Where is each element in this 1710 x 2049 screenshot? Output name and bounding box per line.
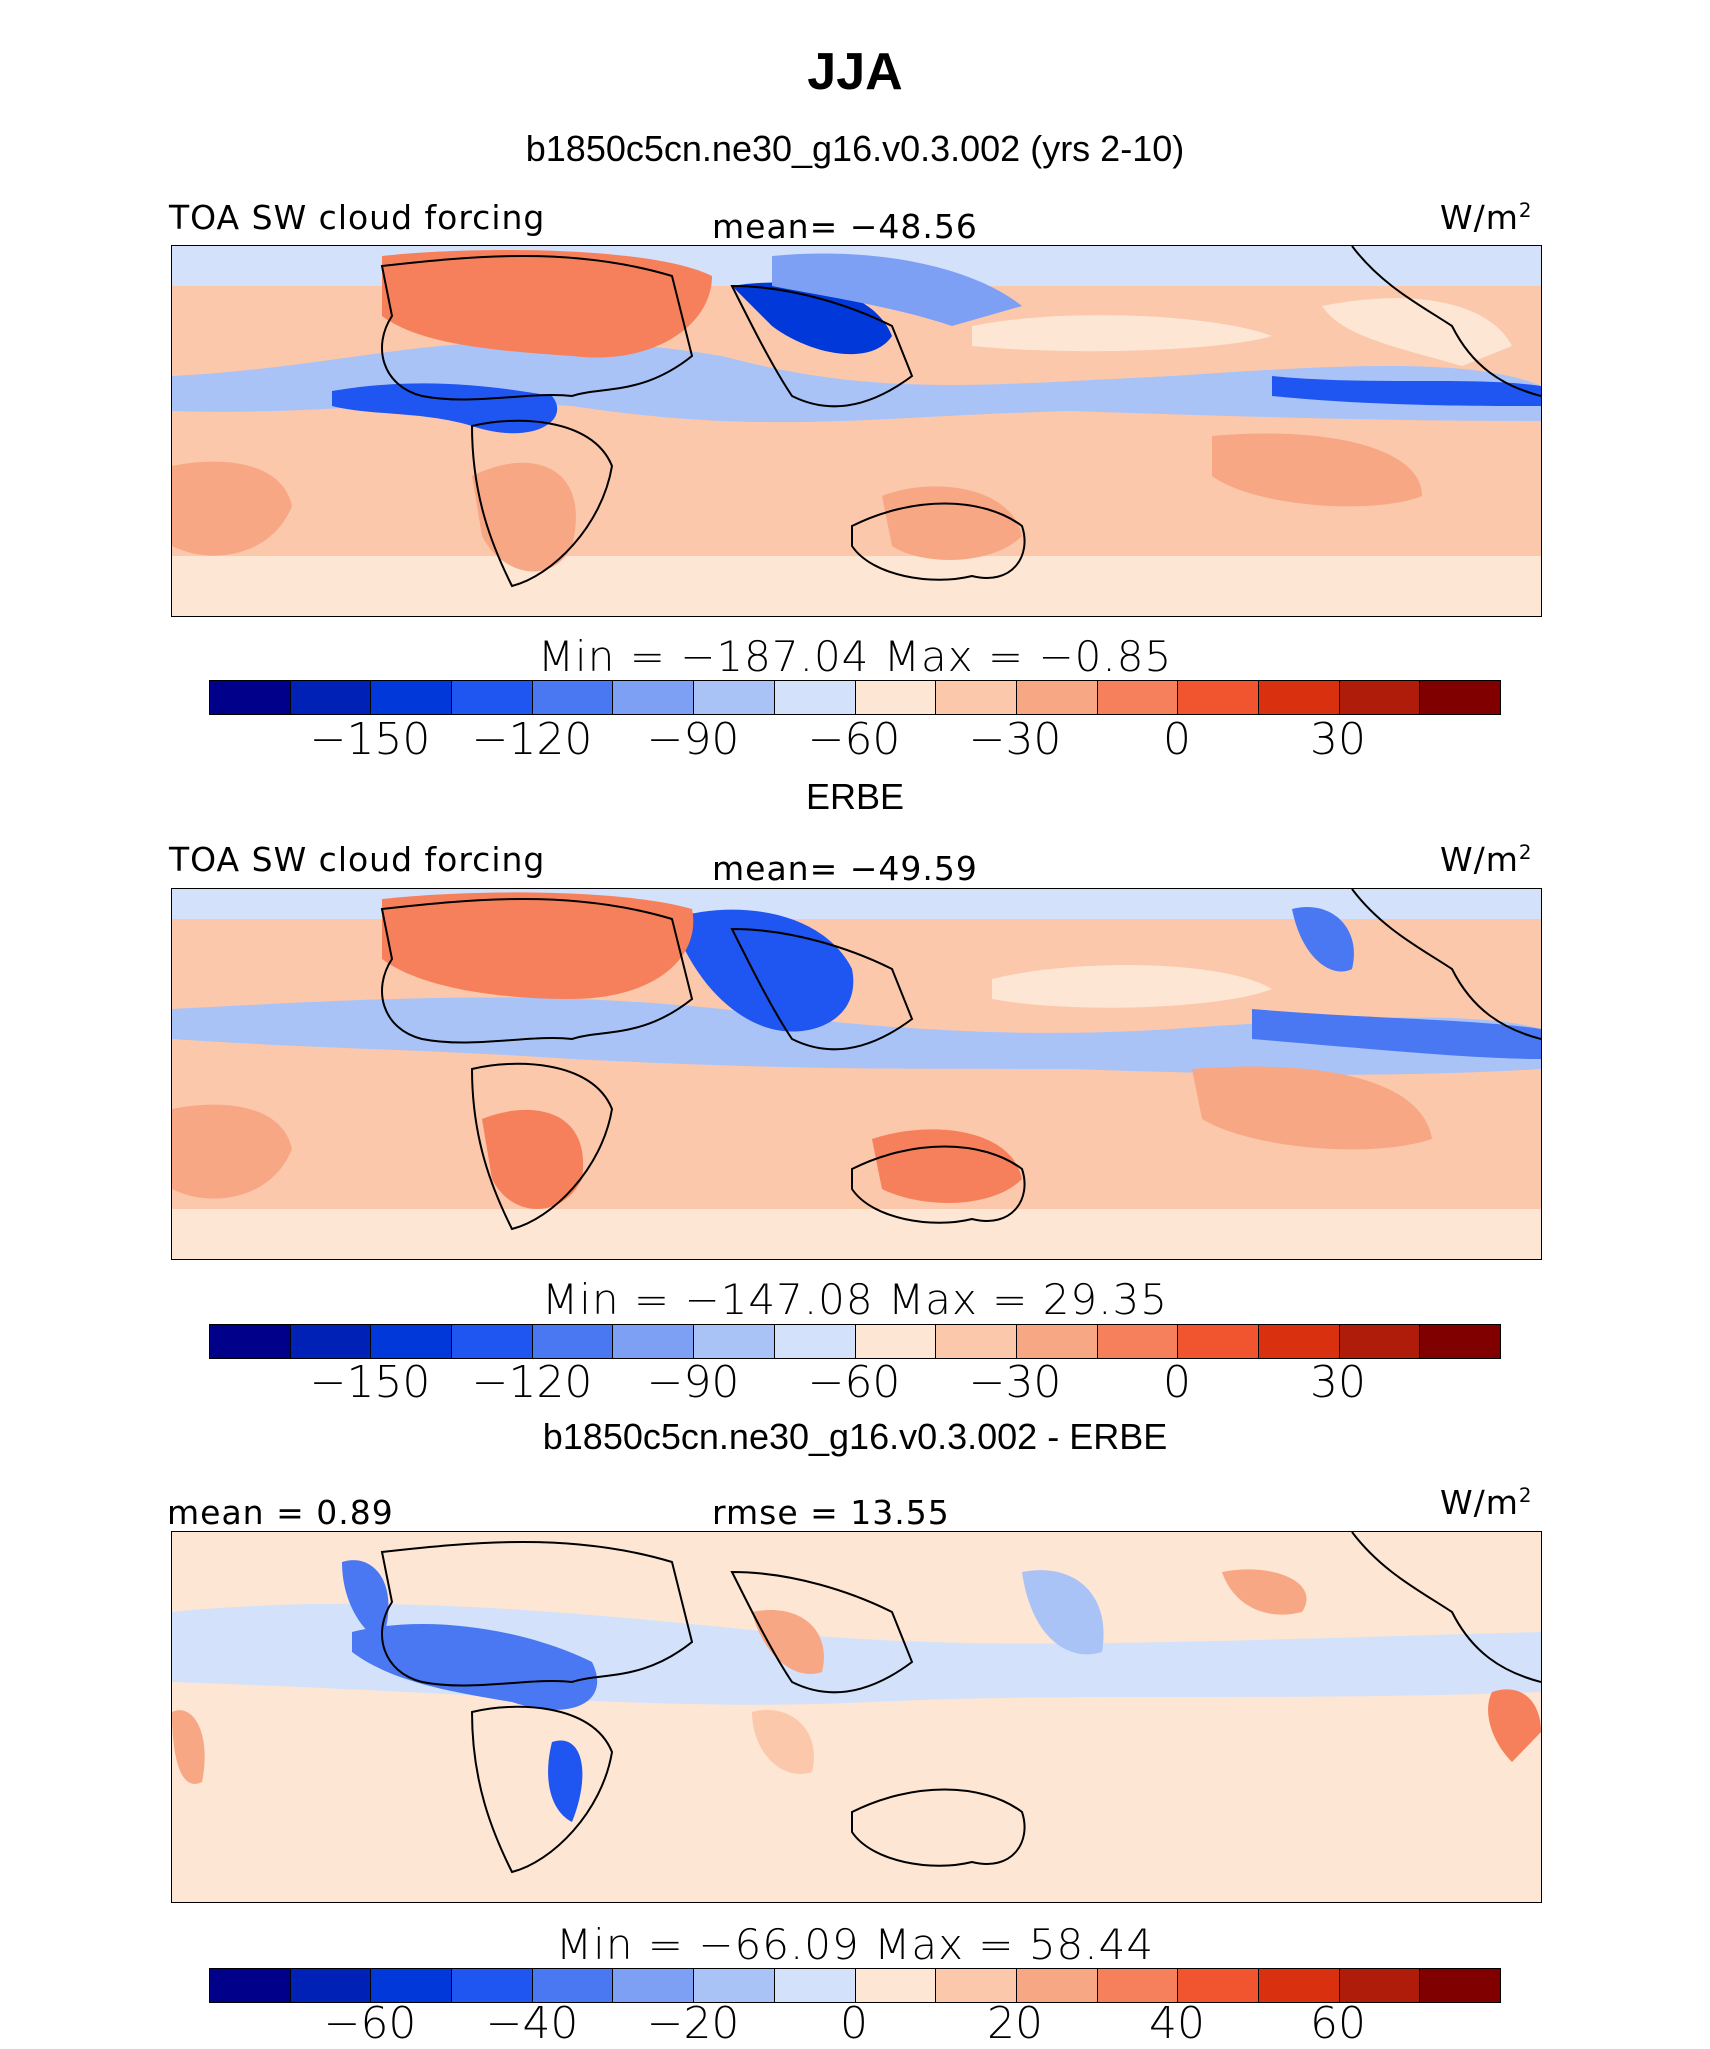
colorbar-swatch [855, 1325, 937, 1358]
colorbar-swatch [936, 1325, 1017, 1358]
colorbar-swatch [774, 681, 856, 714]
colorbar-swatch [371, 1325, 453, 1358]
colorbar-swatch [855, 681, 937, 714]
panel-3-min-max: Min = −66.09 Max = 58.44 [555, 1920, 1155, 1969]
panel-3-rmse-label: rmse = 13.55 [712, 1493, 950, 1532]
panel-1-tick: −150 [309, 714, 431, 765]
colorbar-swatch [1339, 681, 1421, 714]
colorbar-swatch [1420, 1325, 1500, 1358]
panel-1-tick: −120 [471, 714, 593, 765]
colorbar-swatch [936, 681, 1017, 714]
colorbar-swatch [936, 1969, 1017, 2002]
colorbar-swatch [290, 681, 372, 714]
panel-1-tick: 0 [1163, 714, 1191, 765]
panel-2-tick: 30 [1310, 1357, 1366, 1408]
colorbar-swatch [613, 1325, 695, 1358]
colorbar-swatch [1339, 1969, 1421, 2002]
panel-3-map [171, 1531, 1542, 1903]
panel-1-tick: 30 [1310, 714, 1366, 765]
colorbar-swatch [532, 1969, 614, 2002]
colorbar-swatch [452, 1969, 533, 2002]
panel-2-variable-label: TOA SW cloud forcing [169, 840, 546, 879]
panel-2-colorbar [209, 1324, 1501, 1359]
colorbar-swatch [1420, 1969, 1500, 2002]
panel-3-colorbar [209, 1968, 1501, 2003]
colorbar-swatch [1097, 1969, 1179, 2002]
colorbar-swatch [452, 1325, 533, 1358]
panel-1-tick: −60 [807, 714, 901, 765]
panel-3-tick: 60 [1310, 1998, 1366, 2049]
panel-3-heading: b1850c5cn.ne30_g16.v0.3.002 - ERBE [542, 1416, 1168, 1457]
colorbar-swatch [1420, 681, 1500, 714]
colorbar-swatch [1258, 681, 1340, 714]
colorbar-swatch [694, 1325, 775, 1358]
colorbar-swatch [694, 1969, 775, 2002]
colorbar-swatch [694, 681, 775, 714]
colorbar-swatch [452, 681, 533, 714]
colorbar-swatch [1178, 1325, 1259, 1358]
colorbar-swatch [210, 681, 291, 714]
panel-2-mean-label: mean= −49.59 [712, 849, 978, 888]
panel-2-unit-label: W/m2 [1440, 840, 1533, 879]
colorbar-swatch [855, 1969, 937, 2002]
colorbar-swatch [1097, 681, 1179, 714]
panel-2-tick: 0 [1163, 1357, 1191, 1408]
colorbar-swatch [1016, 1325, 1098, 1358]
panel-3-tick: −20 [646, 1998, 740, 2049]
panel-2-map [171, 888, 1542, 1260]
colorbar-swatch [1178, 1969, 1259, 2002]
panel-1-variable-label: TOA SW cloud forcing [169, 198, 546, 237]
panel-2-tick: −90 [646, 1357, 740, 1408]
colorbar-swatch [532, 681, 614, 714]
colorbar-swatch [1178, 681, 1259, 714]
colorbar-swatch [613, 1969, 695, 2002]
panel-2-heading: ERBE [805, 776, 905, 817]
panel-1-heading: b1850c5cn.ne30_g16.v0.3.002 (yrs 2-10) [525, 128, 1185, 169]
panel-1-min-max: Min = −187.04 Max = −0.85 [537, 632, 1173, 681]
colorbar-swatch [1097, 1325, 1179, 1358]
panel-2-tick: −150 [309, 1357, 431, 1408]
panel-1-tick: −90 [646, 714, 740, 765]
panel-2-tick: −120 [471, 1357, 593, 1408]
colorbar-swatch [774, 1969, 856, 2002]
colorbar-swatch [371, 681, 453, 714]
colorbar-swatch [613, 681, 695, 714]
colorbar-swatch [1016, 1969, 1098, 2002]
colorbar-swatch [210, 1969, 291, 2002]
colorbar-swatch [290, 1325, 372, 1358]
panel-3-tick: 0 [840, 1998, 868, 2049]
colorbar-swatch [532, 1325, 614, 1358]
panel-3-tick: −60 [323, 1998, 417, 2049]
colorbar-swatch [774, 1325, 856, 1358]
panel-2-tick: −30 [968, 1357, 1062, 1408]
panel-2-tick: −60 [807, 1357, 901, 1408]
panel-1-map [171, 245, 1542, 617]
panel-3-tick: 20 [987, 1998, 1043, 2049]
colorbar-swatch [1016, 681, 1098, 714]
colorbar-swatch [1258, 1325, 1340, 1358]
panel-1-colorbar [209, 680, 1501, 715]
panel-1-tick: −30 [968, 714, 1062, 765]
panel-3-tick: −40 [485, 1998, 579, 2049]
colorbar-swatch [210, 1325, 291, 1358]
panel-3-mean-label: mean = 0.89 [167, 1493, 394, 1532]
colorbar-swatch [1258, 1969, 1340, 2002]
panel-2-min-max: Min = −147.08 Max = 29.35 [542, 1275, 1168, 1324]
colorbar-swatch [1339, 1325, 1421, 1358]
panel-1-unit-label: W/m2 [1440, 198, 1533, 237]
panel-1-mean-label: mean= −48.56 [712, 207, 978, 246]
colorbar-swatch [371, 1969, 453, 2002]
panel-3-tick: 40 [1149, 1998, 1205, 2049]
panel-3-unit-label: W/m2 [1440, 1483, 1533, 1522]
figure-title: JJA [807, 43, 903, 101]
colorbar-swatch [290, 1969, 372, 2002]
